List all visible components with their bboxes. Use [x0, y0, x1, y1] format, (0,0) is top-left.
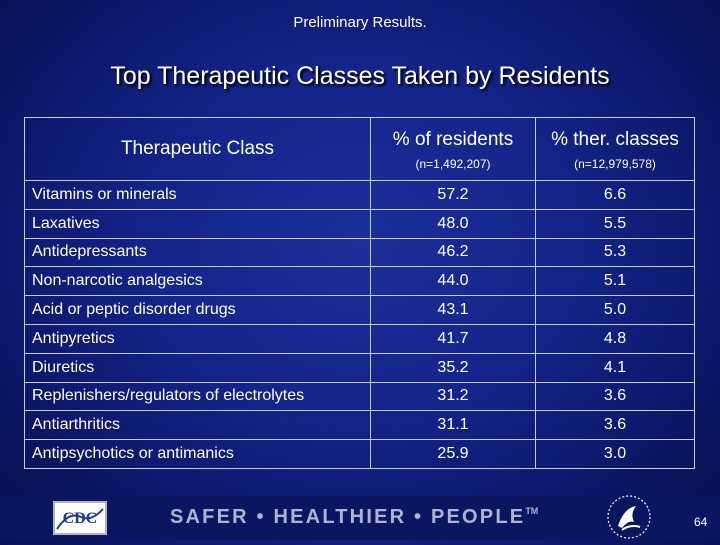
- cell-class: Vitamins or minerals: [24, 180, 371, 210]
- cell-residents: 31.2: [370, 381, 536, 412]
- cell-ther: 4.1: [535, 352, 695, 383]
- cell-residents: 31.1: [370, 410, 536, 441]
- cell-ther: 6.6: [535, 180, 695, 210]
- cell-residents: 48.0: [370, 208, 536, 239]
- cell-residents: 25.9: [370, 439, 536, 469]
- table-row: Antipsychotics or antimanics 25.9 3.0: [24, 439, 695, 469]
- header-ther-n: (n=12,979,578): [574, 157, 656, 171]
- cdc-logo-mark: CDC: [56, 508, 104, 530]
- results-table: Therapeutic Class % of residents (n=1,49…: [24, 117, 695, 469]
- cell-class: Antipsychotics or antimanics: [24, 439, 371, 469]
- table-row: Acid or peptic disorder drugs 43.1 5.0: [24, 295, 695, 325]
- table-header-row: Therapeutic Class % of residents (n=1,49…: [24, 117, 695, 181]
- cell-residents: 46.2: [370, 237, 536, 268]
- header-residents: % of residents (n=1,492,207): [370, 117, 536, 181]
- svg-text:CDC: CDC: [63, 510, 98, 527]
- cell-ther: 5.5: [535, 208, 695, 239]
- tagline-text: SAFER • HEALTHIER • PEOPLE: [170, 506, 526, 528]
- table-row: Non-narcotic analgesics 44.0 5.1: [24, 266, 695, 297]
- slide-title: Top Therapeutic Classes Taken by Residen…: [110, 62, 610, 90]
- cell-residents: 43.1: [370, 295, 536, 325]
- cell-class: Antipyretics: [24, 323, 371, 354]
- cell-class: Antiarthritics: [24, 410, 371, 441]
- table-row: Vitamins or minerals 57.2 6.6: [24, 180, 695, 210]
- table-row: Replenishers/regulators of electrolytes …: [24, 381, 695, 412]
- cell-ther: 5.0: [535, 295, 695, 325]
- header-residents-n: (n=1,492,207): [415, 157, 491, 171]
- cell-residents: 41.7: [370, 323, 536, 354]
- cell-ther: 3.0: [535, 439, 695, 469]
- cell-ther: 4.8: [535, 323, 695, 354]
- header-residents-label: % of residents: [392, 129, 514, 150]
- header-ther-classes: % ther. classes (n=12,979,578): [535, 117, 695, 181]
- cell-class: Replenishers/regulators of electrolytes: [24, 381, 371, 412]
- cell-class: Non-narcotic analgesics: [24, 266, 371, 297]
- tagline-trademark: TM: [525, 506, 539, 516]
- header-label: Preliminary Results.: [293, 14, 427, 31]
- cell-residents: 35.2: [370, 352, 536, 383]
- cell-class: Antidepressants: [24, 237, 371, 268]
- footer-band: [0, 496, 720, 540]
- footer-tagline: SAFER • HEALTHIER • PEOPLETM: [170, 506, 538, 529]
- cell-class: Acid or peptic disorder drugs: [24, 295, 371, 325]
- header-ther-label: % ther. classes: [551, 129, 679, 150]
- cell-ther: 3.6: [535, 410, 695, 441]
- table-row: Antidepressants 46.2 5.3: [24, 237, 695, 268]
- table-row: Antiarthritics 31.1 3.6: [24, 410, 695, 441]
- header-therapeutic-class: Therapeutic Class: [24, 117, 371, 181]
- hhs-seal-icon: [606, 494, 652, 540]
- table-row: Laxatives 48.0 5.5: [24, 208, 695, 239]
- table-row: Antipyretics 41.7 4.8: [24, 323, 695, 354]
- cell-residents: 57.2: [370, 180, 536, 210]
- cell-ther: 3.6: [535, 381, 695, 412]
- cell-residents: 44.0: [370, 266, 536, 297]
- table-row: Diuretics 35.2 4.1: [24, 352, 695, 383]
- cell-ther: 5.3: [535, 237, 695, 268]
- page-number: 64: [694, 515, 708, 529]
- cell-class: Diuretics: [24, 352, 371, 383]
- cell-class: Laxatives: [24, 208, 371, 239]
- cdc-logo: CDC: [53, 501, 107, 535]
- cell-ther: 5.1: [535, 266, 695, 297]
